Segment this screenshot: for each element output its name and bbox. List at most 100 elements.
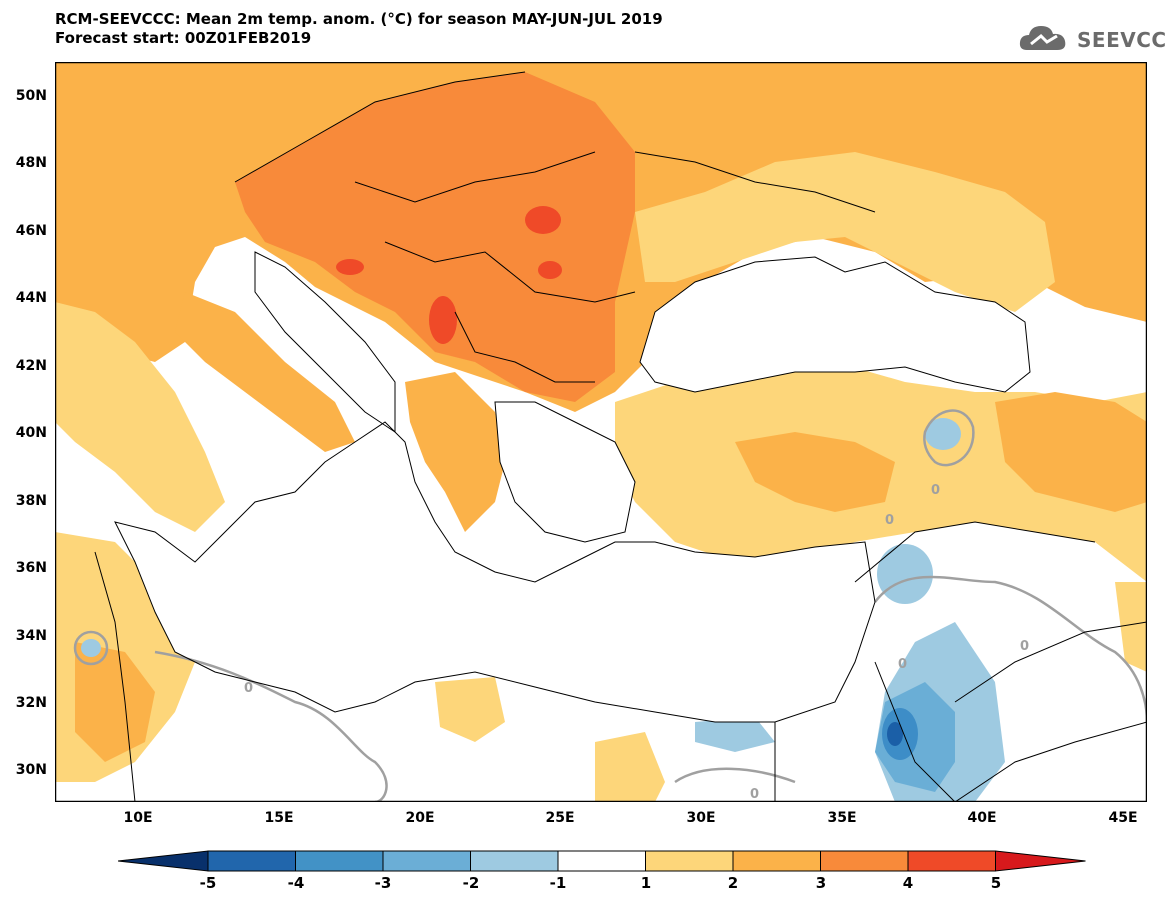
lon-label: 40E [967,810,997,826]
colorbar-label: -2 [462,874,480,892]
balkans-anomaly-3-4 [235,72,635,402]
egypt-anomaly-1-2 [595,732,665,802]
lat-label: 42N [15,358,47,374]
adriatic-coast [254,251,396,433]
adriatic-sea [255,252,395,432]
lon-label: 15E [264,810,294,826]
lon-label: 10E [123,810,153,826]
hotspot-carpathian [538,261,562,279]
map-border [55,62,1147,802]
west-anomaly-1-2 [55,302,225,532]
seevccc-logo: SEEVCCC [1017,20,1165,56]
lat-label: 30N [15,762,47,778]
colorbar-segment [295,850,384,872]
lat-label: 34N [15,628,47,644]
contour-label: 0 [244,681,253,696]
border-line [954,621,1147,703]
colorbar-segment [207,850,296,872]
lon-label: 25E [545,810,575,826]
border-line [384,241,636,303]
lat-label: 38N [15,493,47,509]
contour-zero-africa [154,650,388,802]
map-panel: 0 0 0 0 0 0 50N 48N [16,62,1147,826]
colorbar-label: 5 [990,874,1002,892]
italy-anomaly-2-3 [175,292,355,452]
colorbar-segment [907,850,996,872]
contour-zero-egypt [674,767,796,784]
aegean-sea [495,402,635,542]
colorbar-segment [557,850,646,872]
anomaly-fields [55,62,1147,802]
title-line-2: Forecast start: 00Z01FEB2019 [55,29,312,47]
lat-label: 46N [15,223,47,239]
mediterranean-coast [114,421,876,723]
lon-label: 30E [686,810,716,826]
greece-anomaly-2-3 [405,372,505,532]
lat-label: 44N [15,290,47,306]
colorbar-label: -3 [374,874,392,892]
colorbar-label: 2 [727,874,739,892]
east-turkey-anomaly-2-3 [995,392,1147,512]
lat-label: 50N [15,88,47,104]
contour-label: 0 [931,483,940,498]
logo-text: SEEVCCC [1077,28,1165,52]
colorbar-label: -5 [199,874,217,892]
colorbar-extend-high [995,850,1086,872]
colorbar-label: 1 [640,874,652,892]
colorbar-segment [732,850,821,872]
colorbar-segment [470,850,559,872]
border-line [874,661,956,802]
lat-label: 36N [15,560,47,576]
border-line [634,151,876,213]
hotspot-croatia [336,259,364,275]
contour-label: 0 [898,657,907,672]
libya-anomaly-1-2 [435,677,505,742]
border-line [454,311,595,383]
map-canvas: 0 0 0 0 0 0 [55,62,1147,802]
africa-west-anomaly-2-3 [75,642,155,762]
hotspot-serbia [429,296,457,344]
colorbar-label: -1 [549,874,567,892]
east-europe-anomaly-1-2 [635,152,1055,312]
coastlines-borders [94,71,1147,802]
contour-zero-tunisia [73,630,109,666]
colorbar-segments [118,850,1086,872]
colorbar-extend-low [118,850,209,872]
colorbar-segment [382,850,471,872]
colorbar-label: 4 [902,874,914,892]
lon-label: 45E [1108,810,1138,826]
colorbar-segment [645,850,734,872]
jordan-anomaly-m4-m5 [887,722,903,746]
turkey-anomaly-2-3 [735,432,895,512]
contour-label: 0 [750,787,759,802]
contour-zero-turkey [923,409,975,467]
turkey-cold-spot [925,418,961,450]
border-line [354,151,596,203]
lat-label: 40N [15,425,47,441]
lon-label: 35E [827,810,857,826]
lon-label: 20E [405,810,435,826]
border-line [94,551,136,802]
border-line [954,721,1147,802]
border-line [234,71,526,183]
black-sea-coast [639,256,1031,393]
lat-label: 32N [15,695,47,711]
lat-label: 48N [15,155,47,171]
contour-labels: 0 0 0 0 0 0 [244,483,1029,802]
arabia-anomaly-1-2 [1115,582,1147,672]
tunisia-cold-spot [81,639,101,657]
contour-zero-levant [874,575,1147,723]
title-line-1: RCM-SEEVCCC: Mean 2m temp. anom. (°C) fo… [55,10,663,28]
colorbar-label: 3 [815,874,827,892]
cloud-icon [1019,26,1066,50]
contour-label: 0 [1020,639,1029,654]
contour-label: 0 [885,513,894,528]
border-line [854,521,1096,583]
aegean-coast [494,401,636,543]
syria-anomaly-m1-m2 [877,544,933,604]
colorbar-segment [820,850,909,872]
hotspot-romania [525,206,561,234]
chart-title: RCM-SEEVCCC: Mean 2m temp. anom. (°C) fo… [55,10,663,48]
colorbar-label: -4 [287,874,305,892]
zero-contours [73,409,1147,802]
